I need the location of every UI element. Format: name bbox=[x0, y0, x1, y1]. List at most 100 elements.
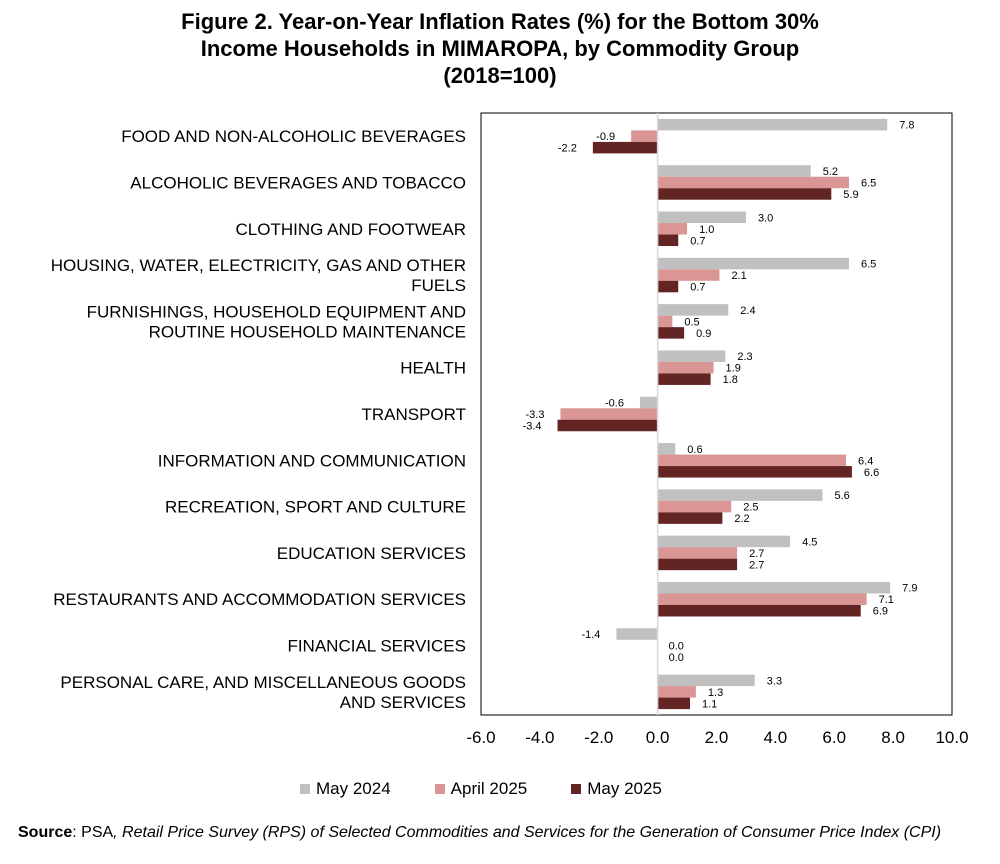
bar-s1-c1 bbox=[657, 118, 888, 131]
bar-s1-c10 bbox=[657, 535, 791, 548]
data-label-s3-c7: -3.4 bbox=[523, 421, 542, 433]
bar-s3-c9 bbox=[657, 512, 723, 524]
data-label-s2-c9: 2.5 bbox=[743, 502, 758, 514]
data-label-s3-c11: 6.9 bbox=[873, 606, 888, 618]
category-label-4-line-1: HOUSING, WATER, ELECTRICITY, GAS AND OTH… bbox=[51, 256, 466, 275]
chart-legend: May 2024 April 2025 May 2025 bbox=[300, 778, 706, 800]
bar-s2-c6 bbox=[657, 361, 714, 374]
bar-s1-c13 bbox=[657, 674, 755, 687]
category-label-5-line-2: ROUTINE HOUSEHOLD MAINTENANCE bbox=[149, 322, 466, 341]
data-label-s3-c12: 0.0 bbox=[669, 652, 684, 664]
data-label-s2-c6: 1.9 bbox=[726, 363, 741, 375]
bar-s2-c7 bbox=[560, 408, 658, 420]
category-label-8: INFORMATION AND COMMUNICATION bbox=[158, 451, 466, 470]
data-label-s1-c13: 3.3 bbox=[767, 675, 782, 687]
bar-s3-c2 bbox=[657, 188, 832, 200]
bar-s1-c6 bbox=[657, 350, 726, 362]
legend-label-2: April 2025 bbox=[450, 779, 528, 798]
bar-s1-c5 bbox=[657, 304, 729, 316]
data-label-s1-c12: -1.4 bbox=[581, 629, 600, 641]
bar-s1-c9 bbox=[657, 489, 823, 501]
source-label: Source bbox=[18, 824, 73, 841]
x-tick-label-3: -2.0 bbox=[584, 728, 613, 747]
x-tick-label-7: 6.0 bbox=[822, 728, 846, 747]
plot-frame bbox=[480, 112, 953, 716]
bar-s1-c4 bbox=[657, 257, 849, 270]
data-label-s2-c13: 1.3 bbox=[708, 687, 723, 699]
data-label-s1-c4: 6.5 bbox=[861, 259, 876, 271]
legend-swatch-3 bbox=[571, 784, 582, 794]
data-label-s2-c3: 1.0 bbox=[699, 224, 714, 236]
x-tick-label-6: 4.0 bbox=[764, 728, 788, 747]
category-label-6: HEALTH bbox=[400, 359, 466, 378]
data-label-s3-c1: -2.2 bbox=[558, 143, 577, 155]
category-label-4-line-2: FUELS bbox=[411, 276, 466, 295]
data-label-s1-c8: 0.6 bbox=[687, 444, 702, 456]
legend-item-2: April 2025 bbox=[434, 779, 528, 799]
bar-s2-c13 bbox=[657, 686, 696, 698]
data-label-s3-c9: 2.2 bbox=[734, 513, 749, 525]
category-label-1: FOOD AND NON-ALCOHOLIC BEVERAGES bbox=[121, 127, 466, 146]
bar-s3-c10 bbox=[657, 558, 738, 571]
bar-s3-c5 bbox=[657, 327, 685, 339]
bar-s2-c8 bbox=[657, 454, 847, 467]
title-line-2: Income Households in MIMAROPA, by Commod… bbox=[200, 36, 800, 61]
legend-swatch-1 bbox=[300, 784, 310, 794]
category-label-3: CLOTHING AND FOOTWEAR bbox=[236, 220, 466, 239]
bar-s3-c13 bbox=[657, 697, 691, 710]
legend-item-3: May 2025 bbox=[571, 779, 662, 799]
x-tick-label-8: 8.0 bbox=[881, 728, 905, 747]
bar-s1-c11 bbox=[657, 581, 891, 594]
data-label-s3-c8: 6.6 bbox=[864, 467, 879, 479]
x-tick-label-4: 0.0 bbox=[646, 728, 670, 747]
category-label-12: FINANCIAL SERVICES bbox=[287, 637, 466, 656]
bar-s1-c7 bbox=[639, 396, 658, 409]
x-tick-label-1: -6.0 bbox=[466, 728, 495, 747]
x-tick-label-9: 10.0 bbox=[935, 728, 968, 747]
data-label-s2-c12: 0.0 bbox=[669, 641, 684, 653]
bar-s1-c2 bbox=[657, 165, 811, 177]
title-line-3: (2018=100) bbox=[443, 63, 557, 88]
bar-s2-c9 bbox=[657, 500, 732, 513]
bar-s2-c3 bbox=[657, 223, 688, 235]
legend-item-1: May 2024 bbox=[300, 779, 391, 799]
title-line-1: Figure 2. Year-on-Year Inflation Rates (… bbox=[181, 9, 819, 34]
bar-s2-c4 bbox=[657, 269, 720, 281]
source-note: Source: PSA, Retail Price Survey (RPS) o… bbox=[18, 822, 978, 843]
data-label-s3-c6: 1.8 bbox=[723, 374, 738, 386]
data-label-s3-c10: 2.7 bbox=[749, 559, 764, 571]
bar-s2-c11 bbox=[657, 593, 867, 605]
category-label-13-line-2: AND SERVICES bbox=[340, 693, 466, 712]
bar-s3-c7 bbox=[557, 419, 658, 432]
data-label-s3-c13: 1.1 bbox=[702, 698, 717, 710]
data-label-s3-c2: 5.9 bbox=[843, 189, 858, 201]
data-label-s2-c10: 2.7 bbox=[749, 548, 764, 560]
bar-s1-c3 bbox=[657, 211, 746, 224]
legend-label-3: May 2025 bbox=[587, 779, 662, 798]
x-tick-label-5: 2.0 bbox=[705, 728, 729, 747]
category-label-10: EDUCATION SERVICES bbox=[277, 544, 466, 563]
data-label-s3-c4: 0.7 bbox=[690, 282, 705, 294]
data-label-s2-c2: 6.5 bbox=[861, 177, 876, 189]
data-label-s1-c6: 2.3 bbox=[737, 351, 752, 363]
x-tick-label-2: -4.0 bbox=[525, 728, 554, 747]
category-label-9: RECREATION, SPORT AND CULTURE bbox=[165, 498, 466, 517]
data-label-s3-c3: 0.7 bbox=[690, 235, 705, 247]
data-label-s3-c5: 0.9 bbox=[696, 328, 711, 340]
bar-s2-c2 bbox=[657, 176, 849, 189]
source-publisher: : PSA bbox=[72, 824, 114, 841]
data-label-s2-c11: 7.1 bbox=[879, 594, 894, 606]
bar-s3-c1 bbox=[592, 141, 658, 154]
bar-s3-c8 bbox=[657, 466, 852, 478]
bar-s3-c4 bbox=[657, 280, 679, 293]
source-title: , Retail Price Survey (RPS) of Selected … bbox=[113, 824, 942, 841]
bar-chart: 7.8 5.2 3.0 6.5 2.4 2.3 -0.6 0.6 5.6 4.5 7.9 -1.4 3.… bbox=[51, 112, 969, 747]
category-label-11: RESTAURANTS AND ACCOMMODATION SERVICES bbox=[53, 590, 466, 609]
data-label-s2-c1: -0.9 bbox=[596, 131, 615, 143]
data-label-s1-c3: 3.0 bbox=[758, 212, 773, 224]
chart-title: Figure 2. Year-on-Year Inflation Rates (… bbox=[0, 8, 1000, 89]
data-label-s1-c2: 5.2 bbox=[823, 166, 838, 178]
category-label-2: ALCOHOLIC BEVERAGES AND TOBACCO bbox=[130, 173, 466, 192]
legend-swatch-2 bbox=[434, 784, 445, 794]
data-label-s1-c5: 2.4 bbox=[740, 305, 755, 317]
